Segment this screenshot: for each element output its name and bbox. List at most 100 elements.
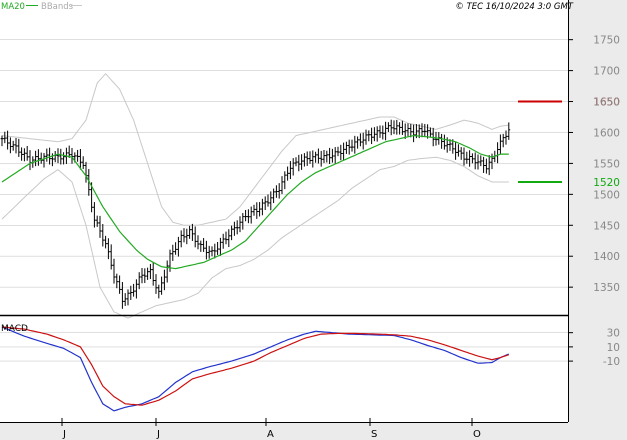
price-bar: [406, 123, 410, 137]
price-bar: [202, 238, 205, 252]
price-bar: [188, 225, 191, 239]
price-bar: [112, 258, 116, 284]
price-bar: [95, 215, 99, 227]
price-tick-label: 1700: [593, 66, 620, 78]
x-tick-label: O: [473, 429, 481, 440]
price-bar: [440, 133, 443, 149]
price-bar: [314, 151, 317, 163]
price-bar: [501, 133, 505, 148]
price-bar: [373, 127, 376, 142]
price-bar: [149, 263, 152, 280]
price-bar: [409, 123, 413, 138]
price-bar: [347, 139, 351, 155]
price-bar: [443, 134, 446, 150]
price-bar: [266, 194, 270, 207]
price-bar: [482, 156, 485, 173]
price-bar: [473, 152, 477, 170]
price-bar: [191, 223, 194, 241]
price-bar: [0, 135, 4, 147]
price-bar: [157, 284, 161, 299]
price-bar: [507, 122, 511, 140]
x-axis-background: [0, 422, 568, 440]
price-bar: [143, 268, 147, 284]
price-bar: [132, 283, 135, 297]
x-tick-label: A: [267, 429, 274, 440]
price-bar: [3, 131, 7, 144]
price-bar: [476, 154, 480, 170]
price-bar: [98, 215, 102, 238]
price-bar: [261, 198, 264, 216]
price-bar: [227, 229, 231, 248]
price-bar: [286, 166, 289, 181]
price-bar: [403, 123, 407, 139]
price-bar: [59, 148, 63, 165]
macd-tick-label: 10: [607, 342, 620, 354]
lower-band-line: [1, 156, 509, 319]
macd-title: MACD: [1, 324, 28, 334]
price-bar: [241, 213, 245, 230]
price-bar: [165, 260, 169, 283]
price-bar: [210, 246, 214, 257]
price-tick-label: 1750: [593, 35, 620, 47]
price-bar: [263, 196, 267, 211]
price-bar: [126, 289, 130, 306]
price-bar: [350, 139, 354, 152]
price-bar: [317, 148, 320, 164]
price-bar: [345, 141, 348, 154]
price-bar: [311, 150, 315, 168]
price-bar: [375, 126, 379, 142]
price-bar: [247, 209, 250, 224]
price-bar: [392, 120, 396, 135]
price-bar: [87, 169, 91, 196]
price-bar: [146, 267, 149, 280]
price-bar: [37, 149, 40, 166]
price-bar: [479, 155, 483, 167]
price-tick-label: 1400: [593, 251, 620, 263]
resistance-label: 1650: [593, 97, 620, 109]
price-bar: [76, 149, 79, 162]
price-bar: [465, 151, 469, 164]
price-bar: [230, 225, 233, 241]
price-bars: [0, 119, 511, 309]
price-bar: [121, 281, 124, 309]
price-tick-label: 1500: [593, 189, 620, 201]
macd-tick-label: 30: [607, 328, 620, 340]
price-bar: [275, 185, 278, 198]
price-bar: [305, 151, 309, 166]
price-tick-label: 1600: [593, 127, 620, 139]
price-bar: [193, 226, 197, 248]
price-bar: [171, 244, 175, 261]
price-bar: [101, 224, 105, 247]
price-bar: [297, 154, 301, 172]
price-tick-label: 1650: [593, 97, 620, 109]
price-bar: [20, 147, 23, 161]
price-bar: [356, 136, 359, 149]
price-bar: [342, 142, 345, 160]
price-bar: [163, 269, 166, 291]
price-bar: [62, 152, 65, 165]
price-bar: [14, 137, 18, 154]
price-bar: [389, 119, 393, 136]
macd-line: [1, 326, 510, 412]
price-bar: [151, 262, 155, 286]
price-tick-label: 1550: [593, 158, 620, 170]
price-bar: [45, 148, 49, 162]
legend-ma20: MA20: [1, 2, 25, 12]
price-bar: [459, 147, 463, 160]
price-bar: [123, 293, 127, 306]
price-bar: [303, 153, 306, 167]
price-bar: [118, 275, 121, 294]
price-bar: [42, 152, 46, 168]
macd-axis-ticks: 30 10 -10: [568, 328, 620, 368]
price-axis-ticks: 1350 1400 1450 1500 1550 1600 1650 1700 1750: [568, 35, 620, 294]
price-bar: [485, 158, 488, 174]
price-bar: [387, 122, 390, 132]
price-bar: [179, 230, 183, 248]
price-bar: [238, 216, 242, 233]
price-bar: [174, 242, 177, 255]
price-bar: [81, 156, 85, 170]
price-bar: [319, 150, 323, 167]
price-bar: [462, 147, 466, 166]
